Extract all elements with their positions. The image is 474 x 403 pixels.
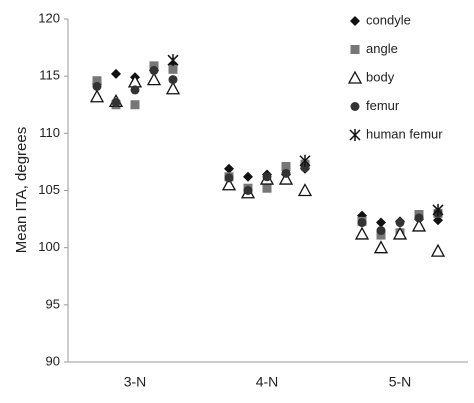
point (111, 97, 121, 107)
y-tick-label: 95 (46, 296, 60, 311)
point (221, 177, 237, 191)
point (281, 161, 291, 171)
point (165, 81, 181, 95)
point (411, 218, 427, 232)
point (281, 168, 291, 178)
legend-marker (350, 102, 360, 111)
y-tick-label: 90 (46, 353, 60, 368)
point (430, 243, 446, 257)
point (111, 68, 121, 79)
x-tick-label: 5-N (389, 374, 412, 390)
point (149, 61, 159, 71)
legend-label: condyle (366, 12, 411, 27)
point (146, 72, 162, 86)
point (92, 76, 102, 86)
point (297, 183, 313, 197)
x-tick-label: 4-N (256, 374, 279, 390)
point (92, 81, 102, 91)
legend-label: angle (366, 41, 398, 56)
y-tick-label: 105 (38, 182, 60, 197)
point (243, 186, 253, 195)
legend-label: human femur (366, 126, 443, 141)
point (357, 218, 367, 228)
x-tick-label: 3-N (124, 374, 147, 390)
y-tick-label: 120 (38, 10, 60, 25)
point (354, 226, 370, 240)
point (299, 154, 311, 167)
point (392, 226, 408, 240)
legend-label: body (366, 69, 395, 84)
point (167, 54, 179, 67)
point (168, 75, 178, 85)
point (130, 100, 140, 110)
point (395, 218, 405, 228)
point (373, 240, 389, 254)
point (262, 172, 272, 182)
point (168, 64, 178, 74)
point (130, 85, 140, 95)
point (89, 89, 105, 103)
point (376, 217, 386, 228)
point (224, 173, 234, 183)
legend-marker (350, 16, 360, 26)
legend-marker (350, 45, 360, 54)
point (149, 65, 159, 75)
point (376, 226, 386, 236)
point (376, 230, 386, 240)
point (262, 183, 272, 193)
point (300, 163, 310, 173)
legend-marker (349, 129, 361, 141)
point (278, 171, 294, 185)
point (243, 171, 253, 182)
y-tick-label: 115 (39, 68, 60, 83)
y-tick-label: 110 (39, 125, 60, 140)
legend-label: femur (366, 98, 400, 113)
point (432, 203, 444, 216)
point (414, 213, 424, 223)
point (224, 163, 234, 174)
y-tick-label: 100 (38, 239, 60, 254)
y-axis-label: Mean ITA, degrees (13, 127, 30, 253)
legend-marker (347, 70, 363, 84)
